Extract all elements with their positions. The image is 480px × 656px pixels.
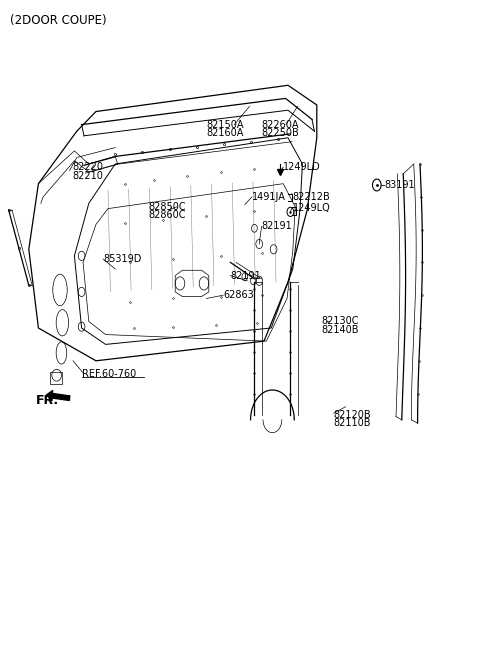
Text: 82220: 82220 [72, 162, 103, 173]
Text: 62863: 62863 [223, 290, 254, 300]
Text: 82850C: 82850C [149, 201, 186, 212]
Text: 1249LQ: 1249LQ [293, 203, 331, 213]
Text: 82860C: 82860C [149, 210, 186, 220]
Text: 85319D: 85319D [103, 254, 142, 264]
Text: REF.60-760: REF.60-760 [82, 369, 136, 379]
Text: FR.: FR. [36, 394, 59, 407]
Text: 82250B: 82250B [262, 128, 300, 138]
Text: (2DOOR COUPE): (2DOOR COUPE) [10, 14, 106, 28]
FancyArrow shape [47, 390, 70, 401]
Text: 82191: 82191 [262, 221, 292, 232]
Text: 82140B: 82140B [322, 325, 359, 335]
Text: 1491JA: 1491JA [252, 192, 286, 202]
Text: 82150A: 82150A [206, 119, 244, 130]
Text: 82260A: 82260A [262, 119, 299, 130]
Text: 83191: 83191 [384, 180, 415, 190]
Text: 82210: 82210 [72, 171, 103, 181]
Text: 1249LD: 1249LD [283, 162, 321, 173]
Text: 82212B: 82212B [293, 192, 331, 202]
Text: 82160A: 82160A [206, 128, 244, 138]
Text: 82120B: 82120B [334, 409, 371, 420]
Text: 82191: 82191 [230, 270, 261, 281]
Text: 82110B: 82110B [334, 418, 371, 428]
Text: 82130C: 82130C [322, 316, 359, 327]
